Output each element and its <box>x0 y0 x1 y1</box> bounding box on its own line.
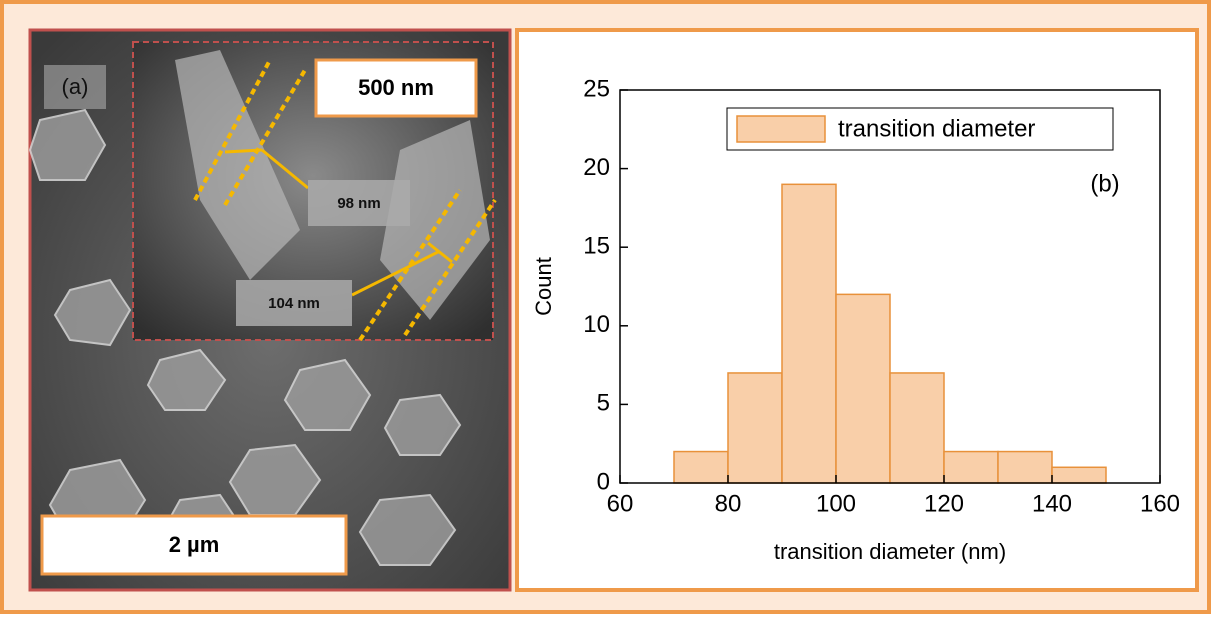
plot-frame <box>619 89 1161 484</box>
x-axis-label: transition diameter (nm) <box>774 539 1006 564</box>
y-tick-label: 10 <box>583 311 610 338</box>
y-axis-label: Count <box>531 257 556 316</box>
y-tick-label: 20 <box>583 154 610 181</box>
label-bg <box>44 65 106 109</box>
x-tick-label: 100 <box>816 490 856 517</box>
bar <box>997 450 1053 484</box>
bar <box>727 372 783 484</box>
main-scale: 2 µm <box>169 532 220 557</box>
scale-box <box>314 58 478 118</box>
bar <box>835 293 891 484</box>
panel-label: (a) <box>62 74 89 99</box>
y-tick-label: 5 <box>597 390 610 417</box>
bar <box>781 183 837 484</box>
bar <box>889 372 945 484</box>
measure-label: 104 nm <box>268 295 320 312</box>
x-tick-label: 160 <box>1140 490 1180 517</box>
bar <box>673 450 729 484</box>
measure-bg <box>308 180 410 226</box>
x-tick-label: 140 <box>1032 490 1072 517</box>
measure-label: 98 nm <box>337 195 380 212</box>
bar <box>1051 466 1107 484</box>
bar <box>943 450 999 484</box>
inset-scale: 500 nm <box>358 75 434 100</box>
annotation: (b) <box>1090 170 1119 197</box>
x-tick-label: 80 <box>715 490 742 517</box>
scale-box <box>40 514 348 576</box>
measure-arrows <box>224 148 453 297</box>
y-tick-label: 15 <box>583 233 610 260</box>
measure-bg <box>236 280 352 326</box>
x-tick-label: 60 <box>607 490 634 517</box>
legend-label: transition diameter <box>838 115 1035 142</box>
sem-panel: (a) 500 nm 98 nm 104 nm 2 µm <box>28 28 512 592</box>
y-tick-label: 0 <box>597 468 610 495</box>
legend-swatch <box>736 115 826 143</box>
y-tick-label: 25 <box>583 75 610 102</box>
x-tick-label: 120 <box>924 490 964 517</box>
